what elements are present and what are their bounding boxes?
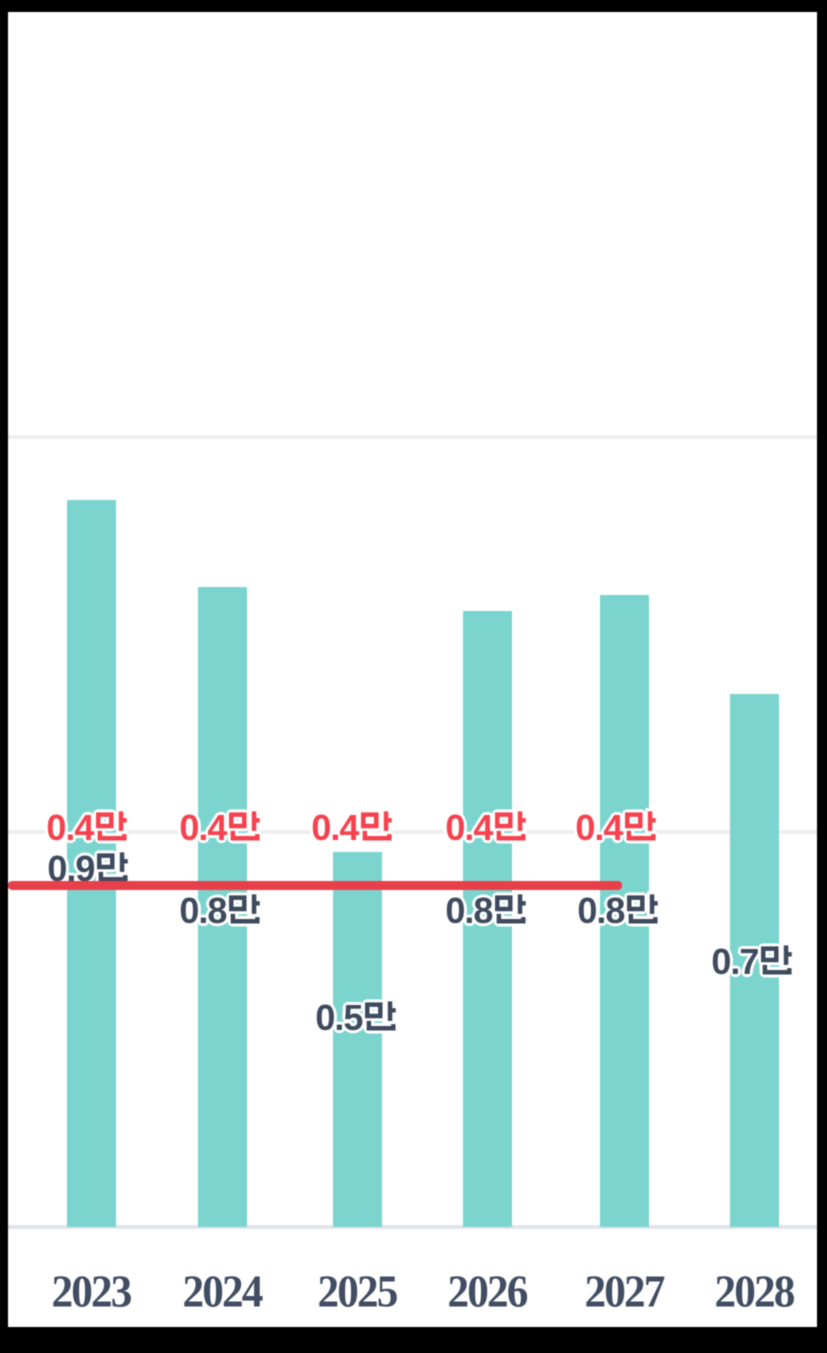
chart-canvas [8, 12, 817, 1327]
